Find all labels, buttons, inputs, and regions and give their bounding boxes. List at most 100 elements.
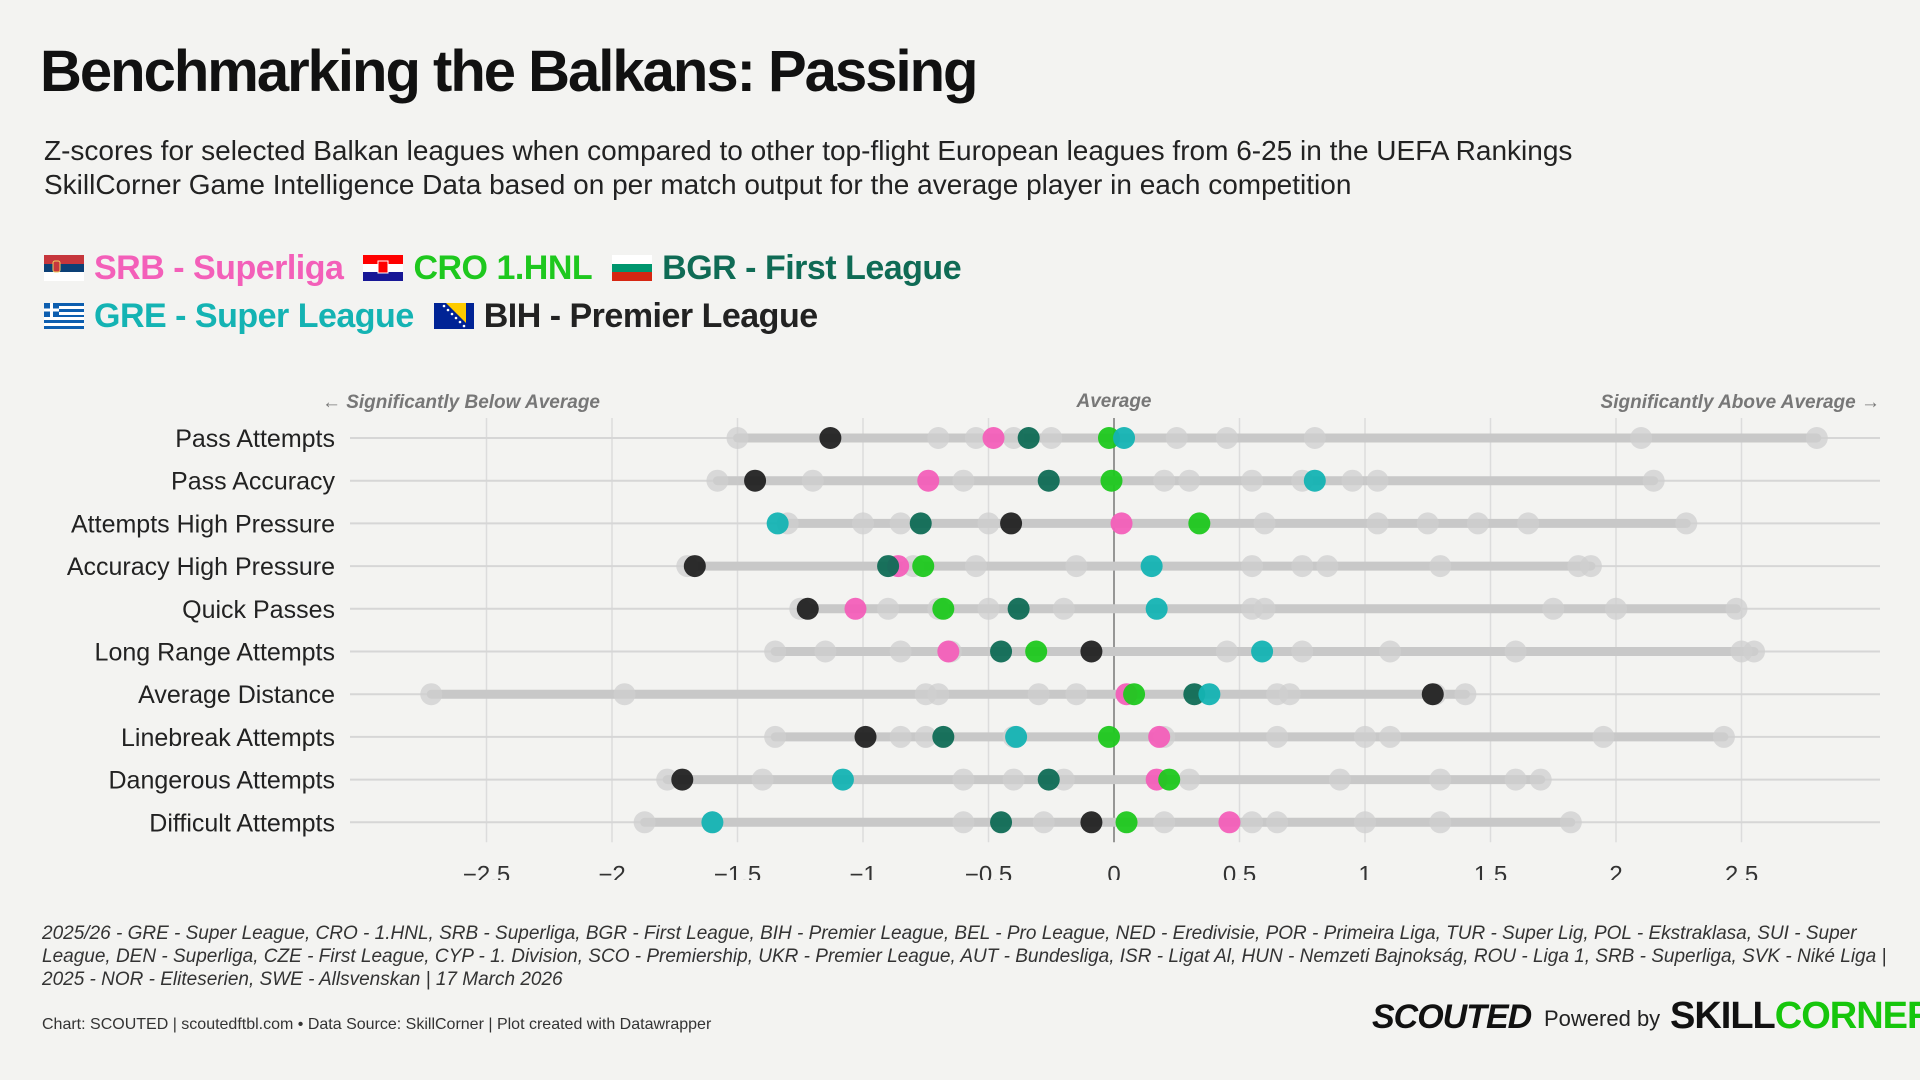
bg-flag-icon: [612, 255, 653, 281]
legend-row-1: SRB - Superliga CRO 1.HNL BGR - First Le…: [44, 244, 1144, 292]
other-league-dot: [1178, 768, 1201, 791]
skillcorner-logo: SKILLCORNER: [1670, 995, 1920, 1038]
series-dot: [982, 427, 1005, 449]
other-league-dot: [889, 725, 912, 748]
subtitle-line-1: Z-scores for selected Balkan leagues whe…: [44, 135, 1573, 166]
series-dot: [1115, 811, 1138, 834]
dot-plot-chart: −2.5 −2 −1.5 −1 −0.5 0 0.5 1 1.5 2 2.5 Pass Attempt…: [67, 391, 1880, 880]
other-league-dot: [1052, 768, 1075, 791]
other-league-dot: [1215, 427, 1238, 449]
series-dot: [1017, 427, 1040, 449]
series-dot: [766, 512, 789, 535]
series-dot: [1421, 683, 1444, 706]
chart-credit: Chart: SCOUTED | scoutedftbl.com • Data …: [42, 1016, 712, 1033]
series-dot: [744, 469, 767, 492]
subtitle: Z-scores for selected Balkan leagues whe…: [44, 134, 1884, 202]
other-leagues-layer: [420, 427, 1828, 834]
category-label: Long Range Attempts: [95, 639, 335, 667]
legend-label-cro: CRO 1.HNL: [413, 248, 593, 287]
other-league-dot: [1379, 640, 1402, 663]
x-tick-label: −2: [598, 861, 625, 880]
other-league-dot: [1379, 725, 1402, 748]
other-league-dot: [726, 427, 749, 449]
other-league-dot: [1416, 512, 1439, 535]
other-league-dot: [1291, 555, 1314, 578]
legend-item-bgr: BGR - First League: [612, 249, 962, 288]
series-dot: [877, 555, 900, 578]
other-league-dot: [1517, 512, 1540, 535]
series-dot: [1158, 768, 1181, 791]
series-dot: [1140, 555, 1163, 578]
series-dot: [912, 555, 935, 578]
other-league-dot: [877, 597, 900, 620]
series-dot: [1145, 597, 1168, 620]
other-league-dot: [977, 597, 1000, 620]
other-league-dot: [1592, 725, 1615, 748]
series-dot: [932, 597, 955, 620]
series-dot: [1000, 512, 1023, 535]
other-league-dot: [1153, 811, 1176, 834]
other-league-dot: [1266, 725, 1289, 748]
x-tick-label: −2.5: [463, 861, 510, 880]
other-league-dot: [1354, 725, 1376, 748]
other-league-dot: [1178, 469, 1201, 492]
other-league-dot: [1241, 469, 1264, 492]
other-league-dot: [1165, 427, 1188, 449]
other-league-dot: [1278, 683, 1301, 706]
x-tick-label: 2.5: [1725, 861, 1758, 880]
other-league-dot: [1215, 640, 1238, 663]
other-league-dot: [1429, 811, 1452, 834]
other-league-dot: [656, 768, 679, 791]
other-league-dot: [1429, 768, 1452, 791]
series-dot: [1025, 640, 1048, 663]
legend-item-cro: CRO 1.HNL: [363, 248, 593, 288]
series-dot: [1183, 683, 1206, 706]
other-league-dot: [1253, 597, 1276, 620]
series-dot: [1080, 811, 1103, 834]
scouted-logo: SCOUTED: [1372, 998, 1532, 1036]
category-label: Pass Attempts: [175, 425, 335, 453]
other-league-dot: [1354, 811, 1376, 834]
other-league-dot: [1002, 427, 1025, 449]
series-dot: [1303, 469, 1326, 492]
gr-flag-icon: [44, 303, 84, 329]
series-dot: [990, 640, 1013, 663]
other-league-dot: [1730, 640, 1753, 663]
series-dot: [831, 768, 854, 791]
series-dot: [1080, 640, 1103, 663]
series-dot: [1100, 469, 1123, 492]
other-league-dot: [420, 683, 443, 706]
rs-flag-icon: [44, 255, 84, 281]
annotation-above-average: Significantly Above Average →: [1601, 392, 1880, 413]
series-dot: [1097, 725, 1120, 748]
series-dot: [1198, 683, 1221, 706]
series-dot: [671, 768, 694, 791]
x-tick-label: 1: [1358, 861, 1371, 880]
series-dot: [1005, 725, 1028, 748]
skillcorner-logo-corner: CORNER: [1774, 995, 1920, 1037]
other-league-dot: [1504, 640, 1527, 663]
series-dot: [1251, 640, 1274, 663]
category-label: Accuracy High Pressure: [67, 553, 335, 581]
other-league-dot: [801, 469, 824, 492]
series-dot: [1113, 427, 1136, 449]
series-dot: [1218, 811, 1241, 834]
series-dot: [937, 640, 960, 663]
other-league-dot: [977, 512, 1000, 535]
other-league-dot: [1040, 427, 1063, 449]
range-layer: [426, 433, 1822, 827]
other-league-dot: [1429, 555, 1452, 578]
series-dot: [683, 555, 706, 578]
other-league-dot: [852, 512, 874, 535]
other-league-dot: [1316, 555, 1339, 578]
other-league-dot: [964, 555, 987, 578]
series-dot: [1188, 512, 1211, 535]
series-dot: [1007, 597, 1030, 620]
other-league-dot: [914, 725, 937, 748]
series-dot: [819, 427, 842, 449]
series-dot: [909, 512, 932, 535]
other-league-dot: [1002, 768, 1025, 791]
subtitle-line-2: SkillCorner Game Intelligence Data based…: [44, 169, 1352, 200]
other-league-dot: [1529, 768, 1552, 791]
other-league-dot: [1579, 555, 1602, 578]
